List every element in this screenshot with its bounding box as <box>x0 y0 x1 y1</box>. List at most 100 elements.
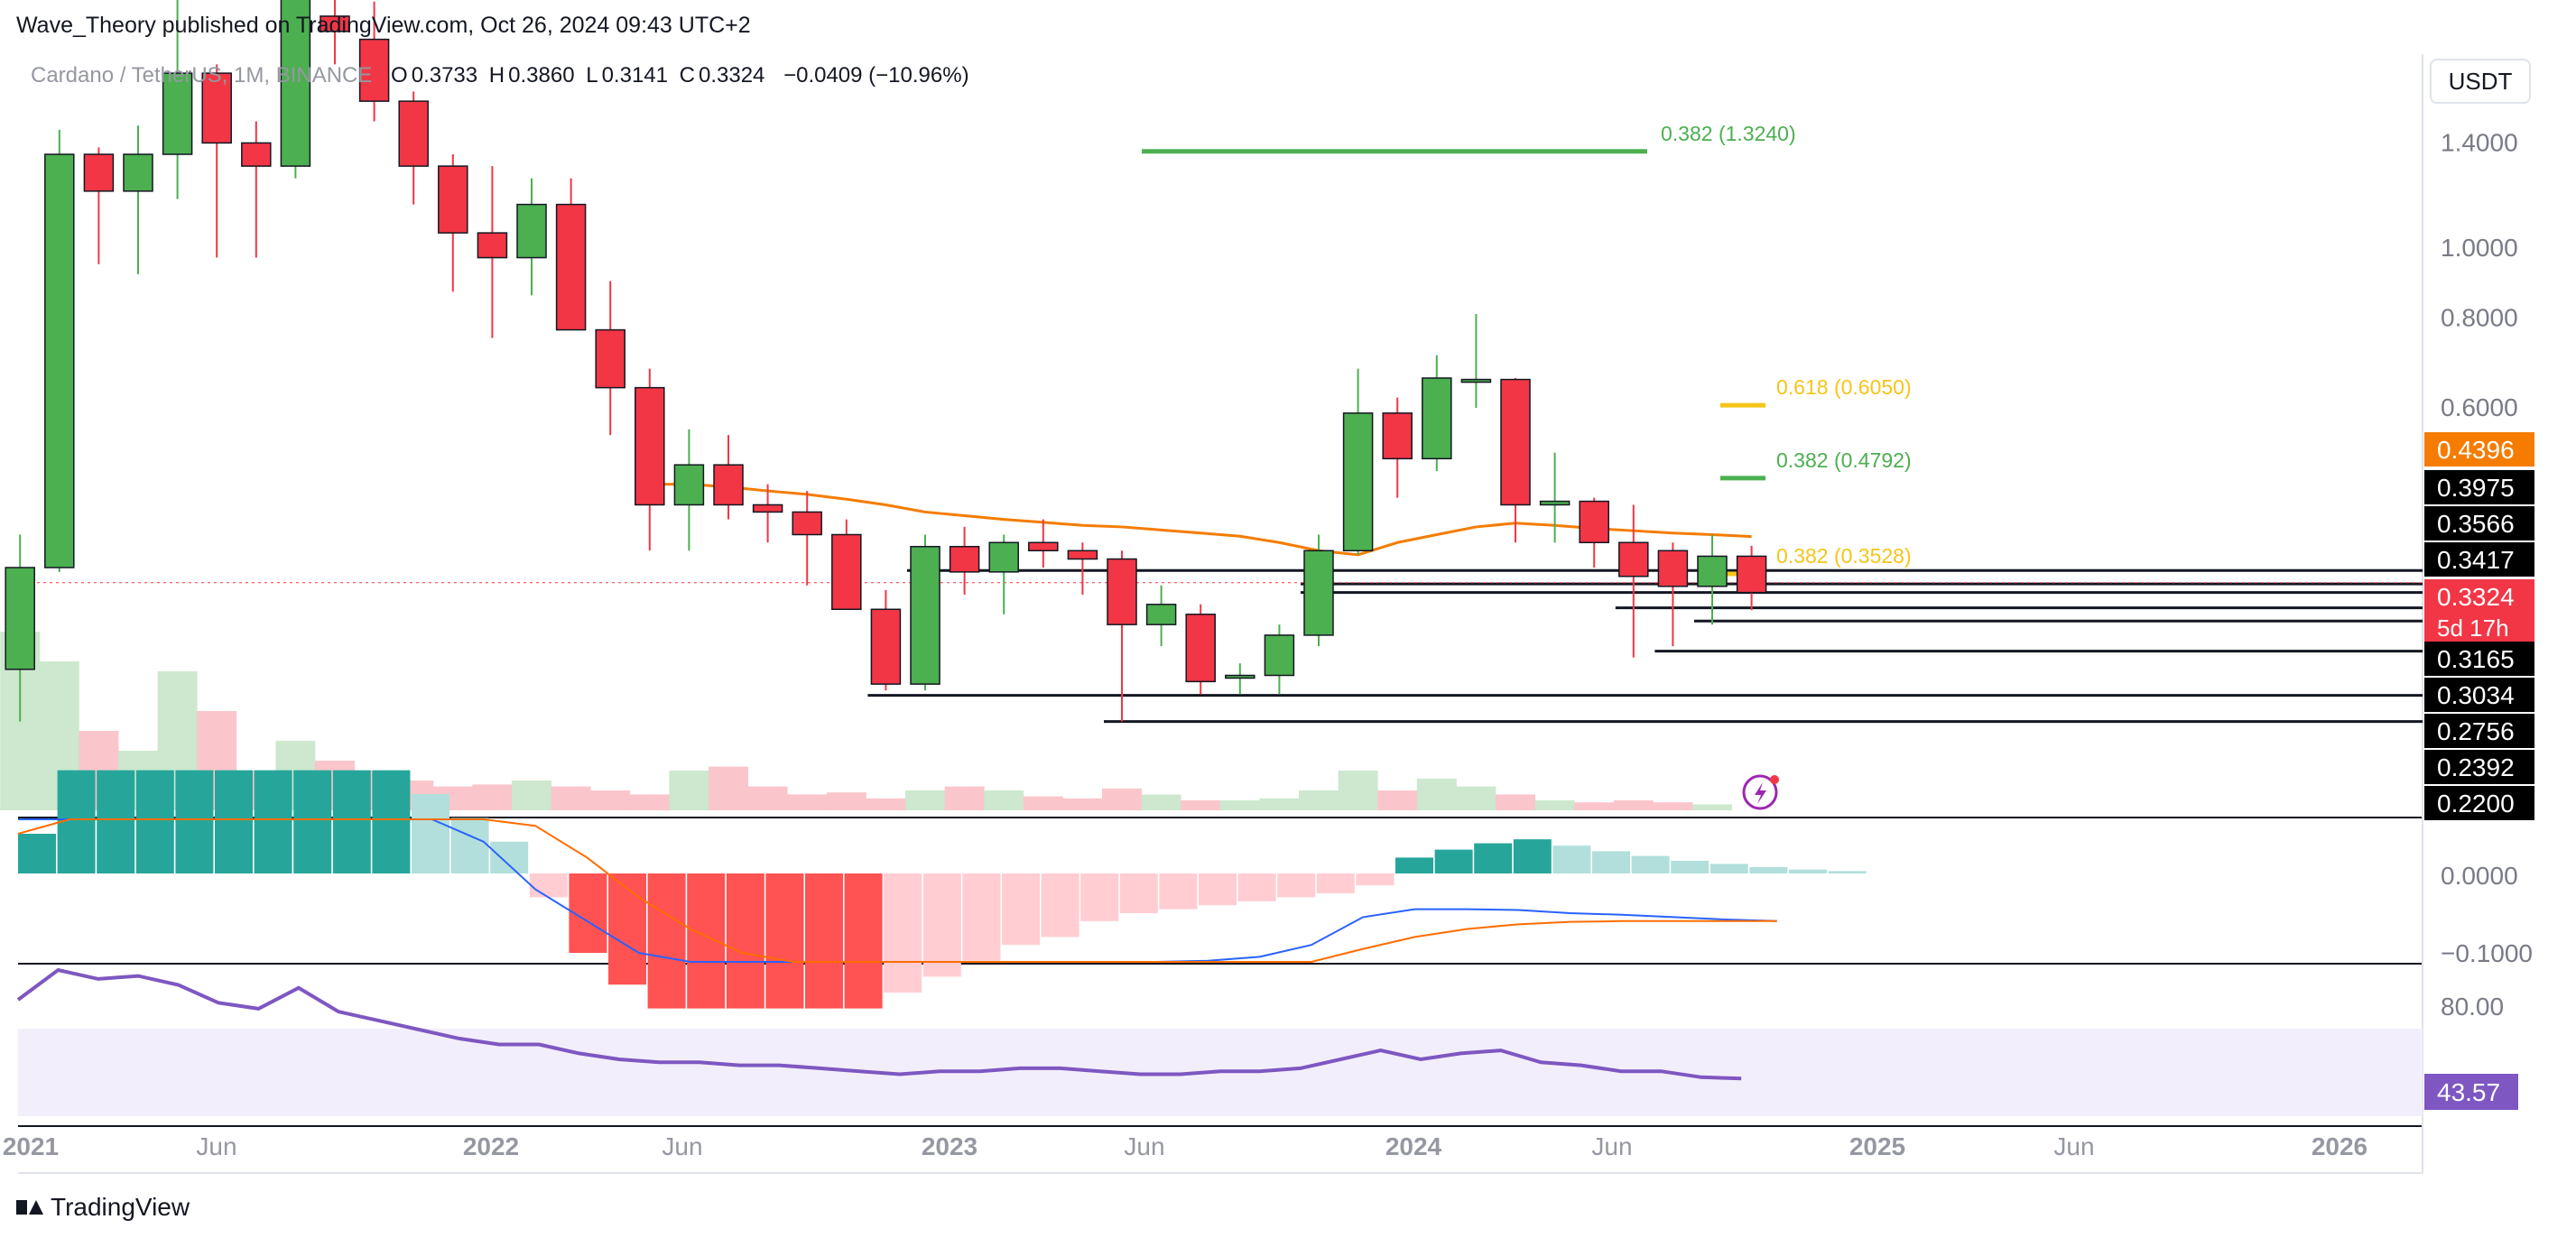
candle <box>635 368 665 551</box>
macd-histogram-bar <box>647 873 686 1009</box>
price-tag-value: 0.3034 <box>2437 681 2515 709</box>
volume-bar <box>944 786 985 810</box>
time-axis-label: 2022 <box>463 1132 519 1160</box>
candle-body <box>1736 555 1767 594</box>
macd-histogram-bar <box>1041 873 1080 938</box>
volume-bar <box>1141 794 1181 810</box>
price-tag-value: 0.3566 <box>2437 510 2515 538</box>
macd-histogram-bar <box>254 770 292 873</box>
candle-body <box>1382 412 1413 460</box>
time-axis-label: 2026 <box>2312 1132 2368 1160</box>
candle <box>1618 504 1649 658</box>
macd-histogram-bar <box>175 770 214 873</box>
footer-brand[interactable]: TradingView <box>16 1193 190 1222</box>
volume-bar <box>512 781 551 810</box>
volume-bar <box>1259 798 1300 810</box>
candle <box>1264 624 1295 695</box>
low-label: L <box>586 63 598 88</box>
candle <box>949 526 980 596</box>
price-tag-value: 0.2392 <box>2437 753 2515 781</box>
candle-body <box>831 533 862 611</box>
candle-body <box>358 38 390 102</box>
candle-body <box>477 232 508 259</box>
candle-body <box>5 567 35 670</box>
candle-body <box>1225 674 1256 679</box>
macd-histogram-bar <box>884 873 922 993</box>
candle <box>398 91 429 205</box>
currency-button[interactable]: USDT <box>2430 59 2531 104</box>
macd-histogram-bar <box>372 770 411 873</box>
candle-body <box>1539 500 1571 506</box>
candle-body <box>1264 634 1295 677</box>
candle-body <box>398 100 429 167</box>
macd-histogram-bar <box>1119 873 1158 913</box>
macd-histogram-bar <box>1671 860 1710 873</box>
candle-body <box>1303 550 1334 636</box>
candle <box>988 534 1019 614</box>
macd-axis-label: −0.1000 <box>2441 939 2533 967</box>
rsi-value-tag <box>2424 1074 2518 1110</box>
candle <box>1422 355 1452 472</box>
candle-body <box>1107 558 1137 625</box>
ema-line <box>649 483 1752 557</box>
candle <box>752 484 783 543</box>
price-tag: 0.2200 <box>2424 786 2534 820</box>
rsi-line <box>16 967 1742 1081</box>
candle <box>44 129 75 572</box>
candle <box>241 121 272 258</box>
time-axis-label: Jun <box>196 1132 236 1160</box>
alert-icon[interactable] <box>1742 774 1779 810</box>
candle-body <box>1067 550 1098 560</box>
macd-histogram-bar <box>962 873 1001 961</box>
symbol-name[interactable]: Cardano / TetherUS, 1M, BINANCE <box>31 63 373 88</box>
candle <box>1460 314 1492 408</box>
candle <box>1500 377 1531 543</box>
candle <box>1303 534 1334 647</box>
high-label: H <box>488 63 505 88</box>
candle <box>595 281 625 436</box>
candle-body <box>1342 412 1374 552</box>
candle-body <box>949 545 980 573</box>
macd-histogram-bar <box>293 770 332 873</box>
candle-body <box>201 72 232 144</box>
candle <box>83 147 115 264</box>
price-tag-box <box>2424 506 2534 540</box>
horizontal-levels <box>18 568 2423 724</box>
candle-body <box>713 464 744 506</box>
candle <box>358 1 390 122</box>
price-tag-value: 0.2756 <box>2437 717 2515 745</box>
macd-histogram-bar <box>1002 873 1040 946</box>
price-tag-box <box>2424 432 2534 467</box>
volume-bar <box>1219 800 1260 810</box>
candle-body <box>1185 614 1216 683</box>
low-value: 0.3141 <box>601 63 668 88</box>
price-axis-label: 0.8000 <box>2441 303 2518 331</box>
macd-histogram-bar <box>1237 873 1276 901</box>
fib-level-label: 0.382 (0.3528) <box>1776 544 1912 568</box>
macd-histogram-bar <box>332 770 371 873</box>
volume-bar <box>629 794 670 810</box>
price-tag-box <box>2424 542 2534 577</box>
macd-histogram-bar <box>1828 871 1867 873</box>
candle-body <box>1618 541 1649 577</box>
macd-histogram-bar <box>608 873 646 985</box>
rsi-value-label: 43.57 <box>2437 1078 2500 1106</box>
candle-body <box>792 511 822 536</box>
open-label: O <box>391 63 408 88</box>
price-tags: 0.4396 0.3975 0.3566 0.3417 0.3324 5d 17h 0.31… <box>2424 432 2534 820</box>
close-value: 0.3324 <box>699 63 765 88</box>
candle <box>477 166 508 338</box>
candle-body <box>280 0 311 167</box>
candle-body <box>752 504 783 513</box>
candles <box>5 0 1767 722</box>
candle-body <box>1697 555 1728 587</box>
volume-bar <box>984 790 1024 810</box>
macd-histogram-bar <box>1552 845 1591 873</box>
time-axis-label: 2023 <box>922 1132 978 1160</box>
candle-body <box>1579 500 1609 544</box>
macd-histogram-bar <box>1474 843 1513 873</box>
candle-body <box>516 203 547 259</box>
macd-histogram-bar <box>687 873 726 1009</box>
candle <box>438 154 468 292</box>
